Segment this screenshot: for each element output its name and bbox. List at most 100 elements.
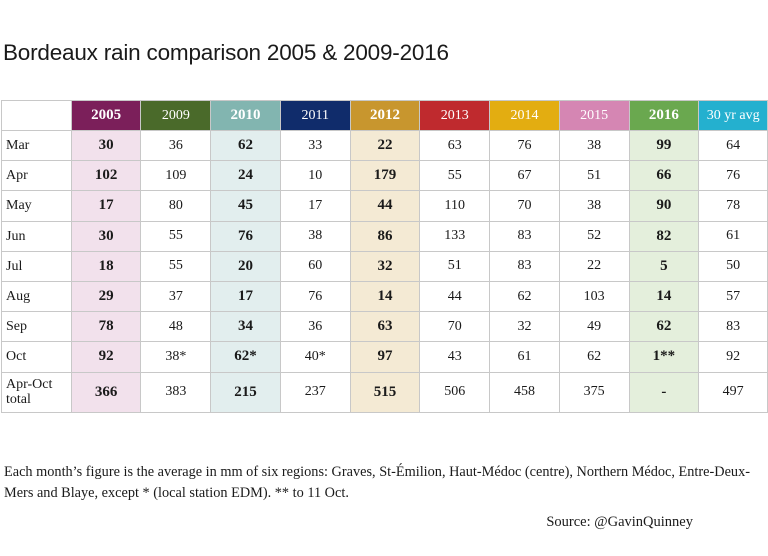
- table-cell: 17: [210, 280, 281, 313]
- total-cell: -: [628, 371, 700, 413]
- total-cell: 366: [70, 371, 142, 413]
- column-header-9: 30 yr avg: [698, 100, 768, 131]
- column-header-8: 2016: [628, 100, 700, 131]
- page-title: Bordeaux rain comparison 2005 & 2009-201…: [3, 40, 449, 65]
- table-cell: 20: [210, 250, 281, 282]
- table-cell: 103: [558, 280, 630, 313]
- table-cell: 76: [489, 129, 560, 162]
- table-cell: 33: [279, 129, 351, 162]
- row-label: Apr: [1, 160, 72, 192]
- footnote: Each month’s figure is the average in mm…: [4, 464, 750, 501]
- table-cell: 78: [698, 190, 768, 222]
- table-cell: 17: [70, 190, 142, 222]
- column-header-5: 2013: [419, 100, 491, 131]
- table-cell: 90: [628, 190, 700, 222]
- table-cell: 66: [628, 160, 700, 192]
- table-cell: 83: [489, 250, 560, 282]
- row-label: Aug: [1, 280, 72, 313]
- column-header-4: 2012: [349, 100, 421, 131]
- table-cell: 110: [419, 190, 491, 222]
- table-cell: 29: [70, 280, 142, 313]
- table-cell: 30: [70, 129, 142, 162]
- row-label: Mar: [1, 129, 72, 162]
- total-cell: 458: [489, 371, 560, 413]
- table-cell: 24: [210, 160, 281, 192]
- table-cell: 55: [140, 220, 212, 252]
- total-cell: 515: [349, 371, 421, 413]
- column-header-7: 2015: [558, 100, 630, 131]
- row-label: Oct: [1, 341, 72, 373]
- total-cell: 215: [210, 371, 281, 413]
- row-label: Jun: [1, 220, 72, 252]
- table-row: Oct 92 38* 62* 40* 97 43 61 62 1** 92: [1, 341, 768, 373]
- table-cell: 83: [489, 220, 560, 252]
- header-row: 2005 2009 2010 2011 2012 2013 2014 2015 2016 30 y…: [1, 100, 768, 131]
- total-cell: 383: [140, 371, 212, 413]
- table-cell: 67: [489, 160, 560, 192]
- table-cell: 22: [558, 250, 630, 282]
- table-cell: 32: [489, 311, 560, 343]
- table-cell: 36: [140, 129, 212, 162]
- table-row: Mar 30 36 62 33 22 63 76 38 99 64: [1, 129, 768, 162]
- table-cell: 5: [628, 250, 700, 282]
- table-cell: 18: [70, 250, 142, 282]
- table-cell: 49: [558, 311, 630, 343]
- total-label-line2: total: [6, 392, 31, 407]
- table-cell: 55: [140, 250, 212, 282]
- table-cell: 30: [70, 220, 142, 252]
- table-cell: 50: [698, 250, 768, 282]
- table-cell: 57: [698, 280, 768, 313]
- row-label: May: [1, 190, 72, 222]
- table-cell: 70: [489, 190, 560, 222]
- total-cell: 375: [558, 371, 630, 413]
- table-cell: 99: [628, 129, 700, 162]
- table-cell: 62: [558, 341, 630, 373]
- table-cell: 80: [140, 190, 212, 222]
- table-cell: 44: [419, 280, 491, 313]
- total-row: Apr-Oct total 366 383 215 237 515 506 458 375-497: [1, 371, 768, 413]
- total-cell: 506: [419, 371, 491, 413]
- table-cell: 109: [140, 160, 212, 192]
- table-cell: 51: [419, 250, 491, 282]
- table-cell: 70: [419, 311, 491, 343]
- table-cell: 62: [628, 311, 700, 343]
- table-cell: 55: [419, 160, 491, 192]
- table-cell: 17: [279, 190, 351, 222]
- table-cell: 43: [419, 341, 491, 373]
- table-cell: 64: [698, 129, 768, 162]
- row-label: Sep: [1, 311, 72, 343]
- rain-table: 2005 2009 2010 2011 2012 2013 2014 2015 2016 30 y…: [1, 100, 768, 413]
- table-cell: 38: [558, 190, 630, 222]
- table-cell: 62: [210, 129, 281, 162]
- table-cell: 32: [349, 250, 421, 282]
- column-header-3: 2011: [279, 100, 351, 131]
- table-cell: 92: [698, 341, 768, 373]
- table-body: Mar 30 36 62 33 22 63 76 38 99 64 Apr 102 109 24 10 179 5…: [1, 129, 768, 413]
- table-cell: 14: [628, 280, 700, 313]
- table-row: Apr 102 109 24 10 179 55 67 51 66 76: [1, 160, 768, 192]
- source-credit: Source: @GavinQuinney: [546, 514, 693, 530]
- column-header-6: 2014: [489, 100, 560, 131]
- table-cell: 83: [698, 311, 768, 343]
- table-row: Jul 18 55 20 60 32 51 83 22 5 50: [1, 250, 768, 282]
- table-cell: 22: [349, 129, 421, 162]
- table-cell: 38: [558, 129, 630, 162]
- table-cell: 52: [558, 220, 630, 252]
- total-cell: 237: [279, 371, 351, 413]
- table-cell: 86: [349, 220, 421, 252]
- table-cell: 62: [489, 280, 560, 313]
- table-cell: 10: [279, 160, 351, 192]
- table-cell: 38*: [140, 341, 212, 373]
- total-row-label: Apr-Oct total: [1, 371, 72, 413]
- total-label-line1: Apr-Oct: [6, 377, 53, 392]
- table-cell: 37: [140, 280, 212, 313]
- table-cell: 92: [70, 341, 142, 373]
- table-row: Sep 78 48 34 36 63 70 32 49 62 83: [1, 311, 768, 343]
- table-cell: 76: [210, 220, 281, 252]
- header-corner: [1, 100, 72, 131]
- table-cell: 63: [419, 129, 491, 162]
- table-cell: 61: [698, 220, 768, 252]
- table-cell: 44: [349, 190, 421, 222]
- table-cell: 61: [489, 341, 560, 373]
- table-cell: 62*: [210, 341, 281, 373]
